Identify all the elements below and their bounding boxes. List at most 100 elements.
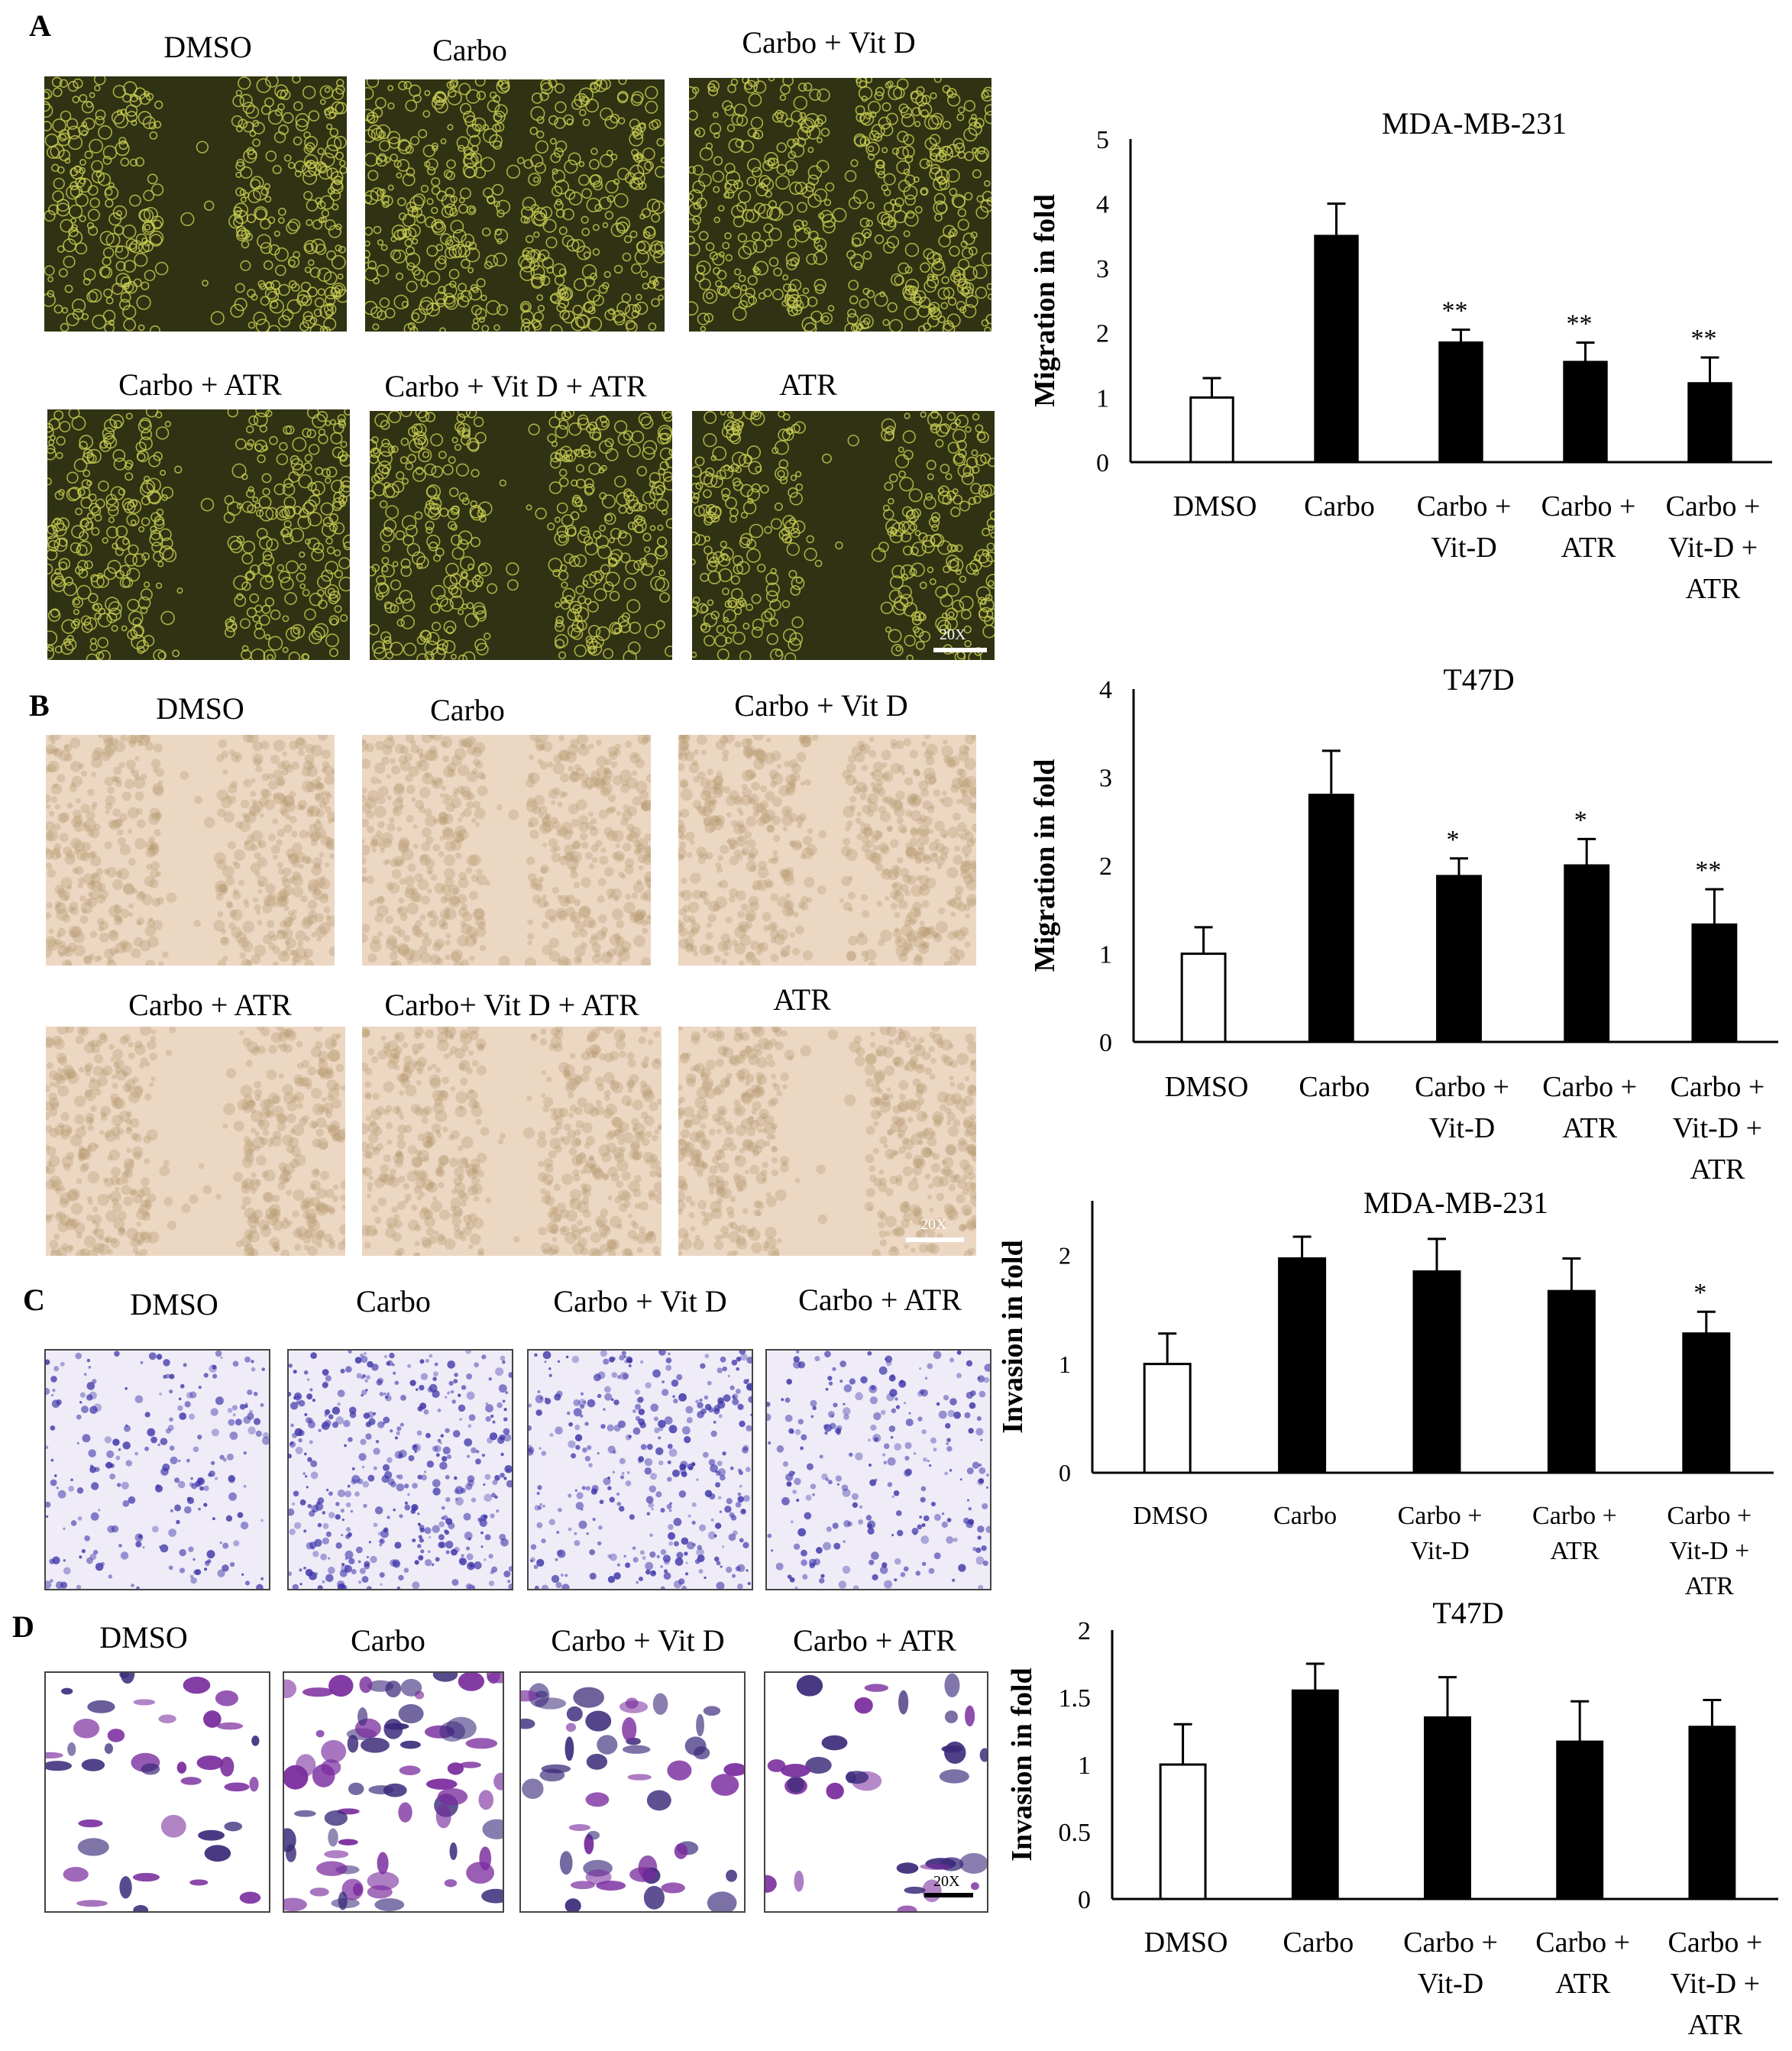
y-tick-label: 5 [1096, 126, 1109, 154]
y-tick-label: 1 [1099, 940, 1112, 969]
y-tick-label: 2 [1099, 852, 1112, 881]
bar-1 [1308, 794, 1354, 1043]
bar-0 [1180, 953, 1227, 1043]
category-label-0: DMSO [1173, 490, 1257, 522]
significance-4: * [1693, 1279, 1706, 1307]
y-tick-label: 3 [1099, 764, 1112, 792]
chart-migration-t47d: 0 1 2 3 4 T47D Migration in fold DMSO Carbo * Carb… [1029, 662, 1778, 1186]
bar-3 [1556, 1740, 1604, 1901]
bar-4 [1682, 1332, 1731, 1474]
chart-invasion-mda: 0 1 2 MDA-MB-231 Invasion in fold DMSO Carbo Ca… [997, 1186, 1774, 1600]
c-micrograph-dmso [44, 1349, 270, 1590]
b-micrograph-atr [678, 1027, 976, 1256]
category-label-3: Carbo + [1541, 490, 1636, 522]
category-label-3: Carbo + [1535, 1926, 1630, 1959]
b-label-atr: ATR [773, 982, 831, 1017]
b-micrograph-carbo-atr [46, 1027, 345, 1256]
significance-3: * [1574, 806, 1587, 834]
category-label-2: Vit-D [1429, 1112, 1495, 1144]
c-label-carbo-vitd: Carbo + Vit D [553, 1284, 727, 1318]
a-label-dmso: DMSO [163, 30, 252, 64]
b-scale-bar-label: 20X [920, 1216, 947, 1233]
a-label-carbo: Carbo [432, 33, 507, 67]
panel-letter-d: D [12, 1609, 34, 1644]
category-label-4: ATR [1690, 1153, 1745, 1186]
bar-4 [1691, 923, 1738, 1043]
b-scale-bar [906, 1237, 964, 1242]
category-label-4: ATR [1685, 1572, 1735, 1600]
category-label-3: Carbo + [1532, 1502, 1617, 1530]
y-tick-label: 2 [1059, 1241, 1071, 1269]
y-tick-label: 1 [1096, 384, 1109, 412]
panel-letter-a: A [29, 8, 51, 43]
category-label-4: Vit-D + [1673, 1112, 1762, 1144]
d-label-dmso: DMSO [99, 1620, 188, 1655]
category-label-2: Carbo + [1398, 1502, 1483, 1530]
a-scale-bar [933, 648, 987, 652]
chart-title: MDA-MB-231 [1363, 1186, 1548, 1220]
category-label-4: Vit-D + [1671, 1968, 1760, 2000]
bar-0 [1143, 1363, 1192, 1474]
y-tick-label: 0 [1096, 449, 1109, 477]
bar-3 [1563, 361, 1608, 464]
category-label-4: Carbo + [1671, 1071, 1765, 1103]
y-axis-label: Invasion in fold [997, 1240, 1029, 1433]
a-micrograph-carbo-vitd [689, 78, 991, 332]
y-axis-label: Invasion in fold [1006, 1668, 1038, 1861]
b-micrograph-carbo [362, 735, 651, 966]
chart-migration-mda: 0 1 2 3 4 5 MDA-MB-231 Migration in fold DMSO Car… [1029, 106, 1772, 605]
y-tick-label: 0 [1059, 1459, 1071, 1486]
category-label-2: Carbo + [1415, 1071, 1509, 1103]
y-tick-label: 2 [1078, 1617, 1091, 1645]
c-label-carbo-atr: Carbo + ATR [798, 1283, 962, 1317]
a-label-carbo-vitd-atr: Carbo + Vit D + ATR [384, 369, 647, 403]
category-label-0: DMSO [1144, 1926, 1228, 1959]
b-label-carbo-vitd: Carbo + Vit D [734, 688, 908, 723]
category-label-0: DMSO [1133, 1502, 1208, 1530]
c-micrograph-carbo-atr [765, 1349, 991, 1590]
y-axis-label: Migration in fold [1029, 759, 1061, 972]
y-tick-label: 4 [1099, 676, 1112, 704]
b-micrograph-carbo-vitd-atr [362, 1027, 661, 1256]
category-label-4: Vit-D + [1668, 532, 1758, 564]
panel-letter-b: B [29, 688, 50, 723]
c-label-carbo: Carbo [356, 1284, 431, 1318]
bar-4 [1688, 1726, 1736, 1901]
category-label-4: Carbo + [1668, 1926, 1763, 1959]
significance-3: ** [1567, 309, 1593, 338]
significance-4: ** [1695, 856, 1721, 885]
category-label-1: Carbo [1273, 1502, 1337, 1530]
y-tick-label: 1.5 [1059, 1684, 1092, 1713]
bar-2 [1436, 875, 1482, 1043]
category-label-2: Vit-D [1418, 1968, 1483, 2000]
d-micrograph-carbo [283, 1671, 504, 1913]
category-label-3: ATR [1562, 1112, 1617, 1144]
bar-4 [1687, 382, 1732, 464]
a-label-carbo-atr: Carbo + ATR [118, 367, 282, 402]
d-label-carbo-vitd: Carbo + Vit D [551, 1623, 725, 1658]
d-micrograph-dmso [44, 1671, 270, 1913]
category-label-4: ATR [1688, 2009, 1743, 2041]
category-label-2: Carbo + [1403, 1926, 1498, 1959]
category-label-1: Carbo [1283, 1926, 1354, 1959]
a-micrograph-atr [692, 411, 995, 660]
chart-title: MDA-MB-231 [1382, 106, 1567, 141]
c-label-dmso: DMSO [130, 1287, 218, 1322]
panel-letter-c: C [23, 1283, 45, 1317]
c-micrograph-carbo [287, 1349, 513, 1590]
category-label-4: ATR [1686, 573, 1741, 605]
bar-0 [1189, 396, 1234, 464]
a-label-atr: ATR [779, 367, 837, 402]
significance-2: * [1447, 826, 1460, 854]
y-tick-label: 2 [1096, 320, 1109, 348]
bar-1 [1314, 235, 1359, 464]
y-tick-label: 3 [1096, 255, 1109, 283]
bar-2 [1412, 1270, 1461, 1474]
chart-title: T47D [1443, 662, 1514, 697]
bar-1 [1278, 1257, 1327, 1474]
d-micrograph-carbo-atr [764, 1671, 988, 1913]
b-micrograph-carbo-vitd [678, 735, 976, 966]
category-label-2: Vit-D [1410, 1537, 1469, 1565]
a-micrograph-carbo-atr [47, 409, 350, 660]
category-label-3: ATR [1550, 1537, 1600, 1565]
